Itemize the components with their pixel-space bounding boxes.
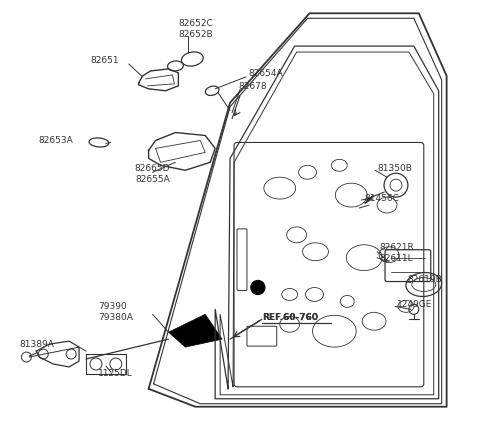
Text: 82665D: 82665D — [135, 164, 170, 173]
Text: 82611L: 82611L — [379, 254, 413, 263]
Polygon shape — [168, 314, 222, 347]
Circle shape — [251, 281, 265, 295]
Text: 82619B: 82619B — [407, 275, 442, 284]
Text: 82654A: 82654A — [248, 69, 283, 78]
Text: 82651: 82651 — [90, 57, 119, 65]
Text: 79380A: 79380A — [98, 313, 133, 322]
Text: 82653A: 82653A — [38, 136, 73, 145]
Text: 82678: 82678 — [238, 82, 266, 91]
Text: 1125DL: 1125DL — [98, 369, 133, 379]
Text: 82652B: 82652B — [178, 30, 213, 39]
Text: 82652C: 82652C — [178, 19, 213, 28]
Text: 79390: 79390 — [98, 302, 127, 311]
Text: 81389A: 81389A — [20, 340, 54, 349]
Text: 81350B: 81350B — [377, 164, 412, 173]
Text: 82655A: 82655A — [135, 175, 170, 184]
Text: 82621R: 82621R — [379, 243, 414, 252]
Text: 1249GE: 1249GE — [397, 300, 432, 309]
Text: REF.60-760: REF.60-760 — [262, 313, 318, 322]
Text: 81456C: 81456C — [364, 194, 399, 203]
Text: REF.60-760: REF.60-760 — [262, 313, 318, 322]
